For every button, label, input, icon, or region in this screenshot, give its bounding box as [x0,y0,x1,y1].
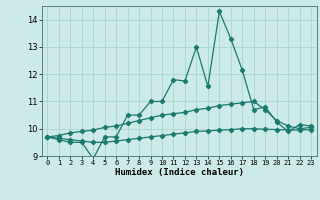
X-axis label: Humidex (Indice chaleur): Humidex (Indice chaleur) [115,168,244,177]
